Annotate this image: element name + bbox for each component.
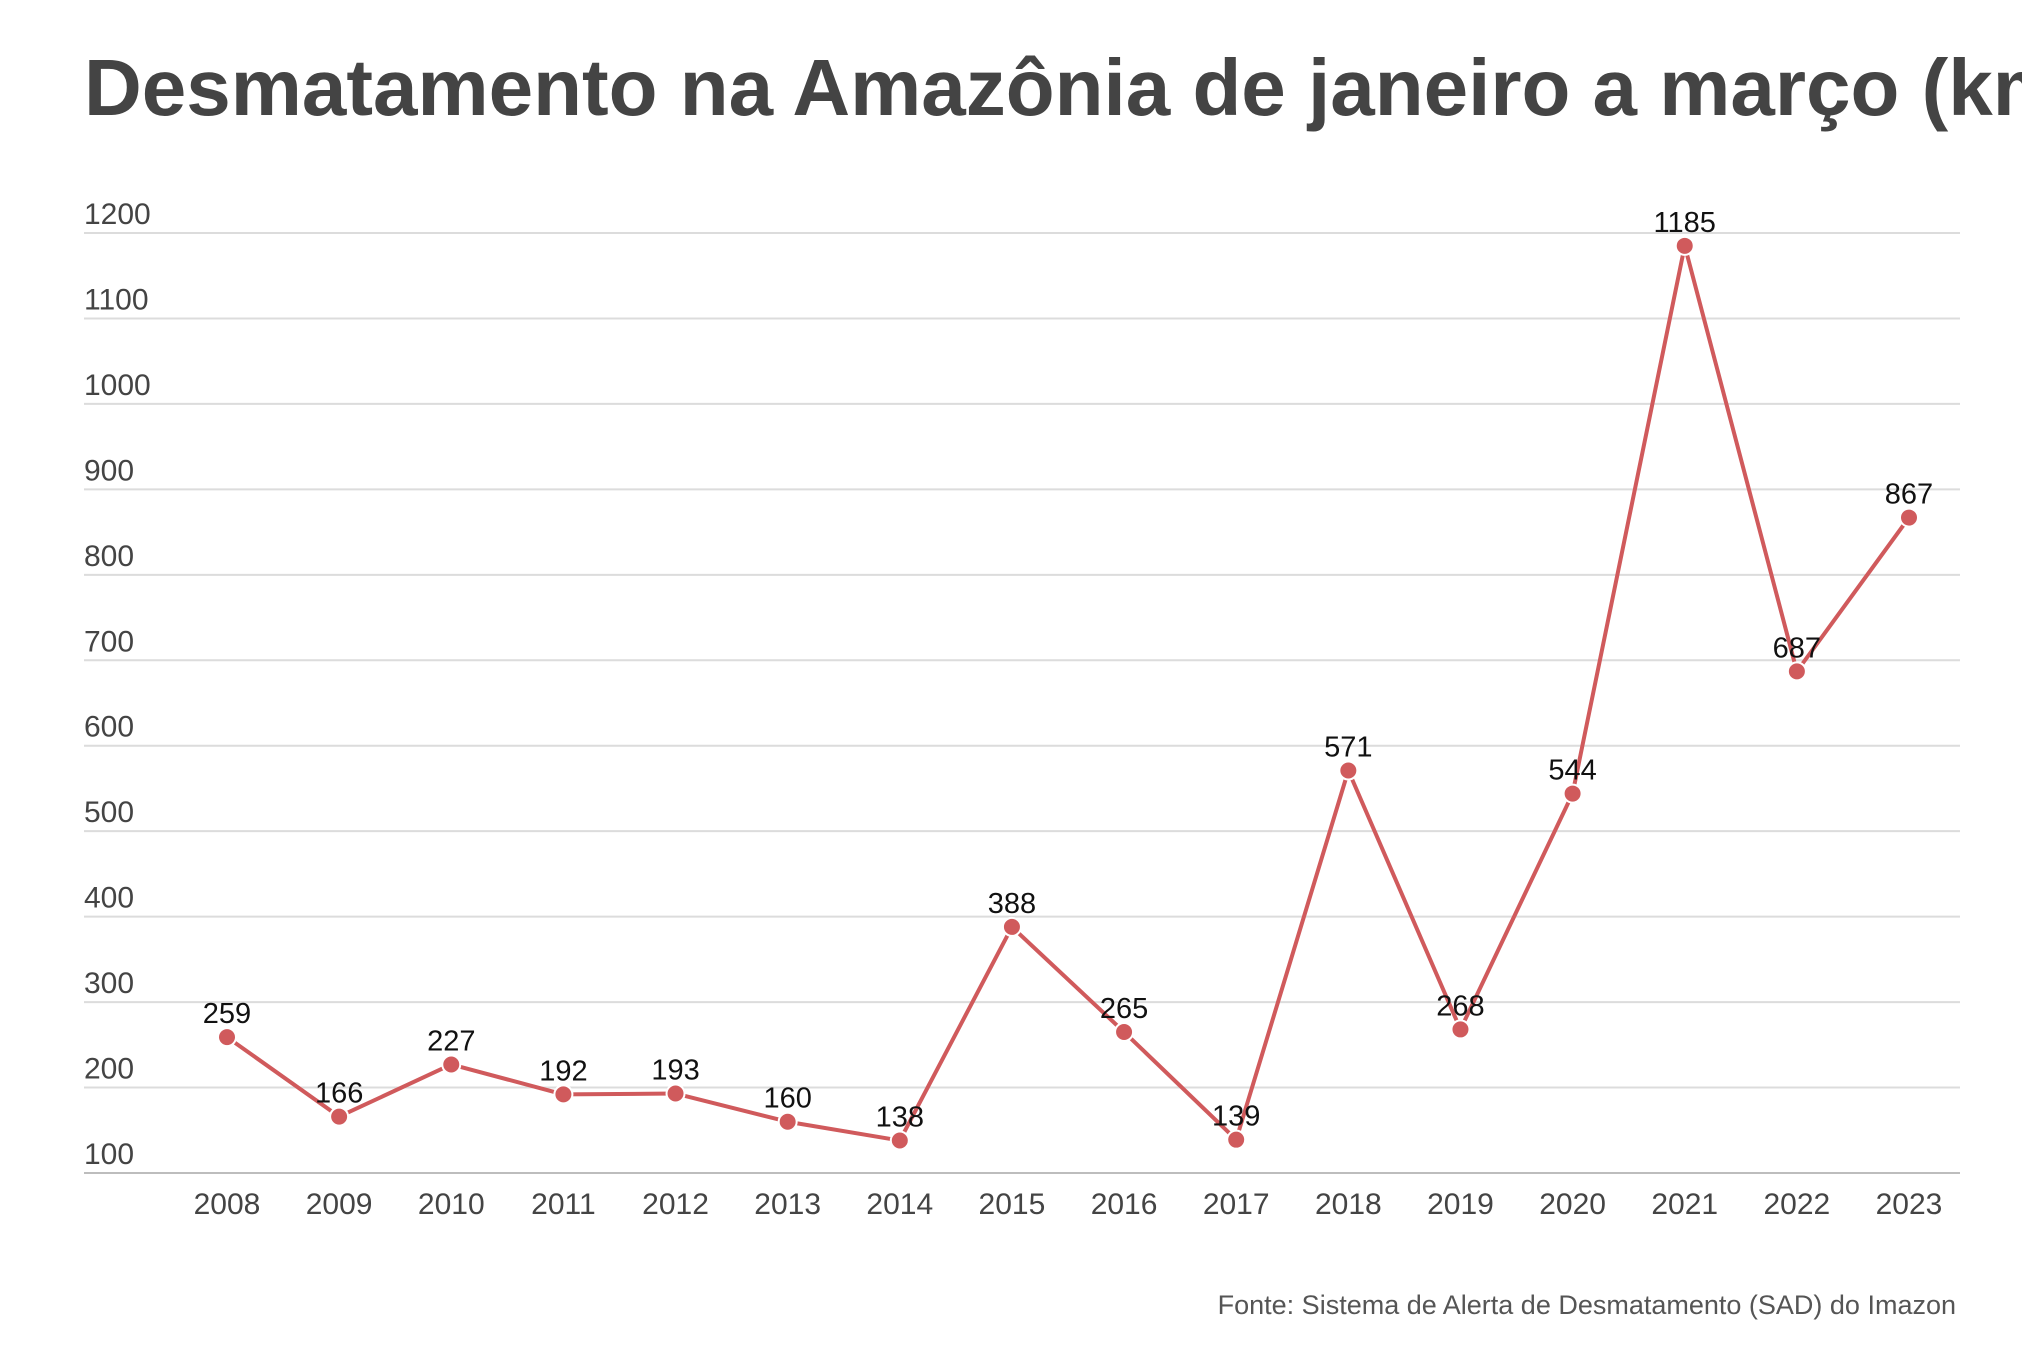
data-label: 388 — [988, 888, 1036, 920]
y-tick-label: 700 — [84, 625, 134, 658]
data-label: 544 — [1548, 755, 1596, 787]
y-tick-label: 900 — [84, 454, 134, 487]
data-point — [665, 1083, 686, 1104]
data-point — [1226, 1129, 1247, 1150]
data-label: 138 — [876, 1102, 924, 1134]
data-label: 166 — [315, 1078, 363, 1110]
x-tick-label: 2009 — [306, 1188, 373, 1221]
data-label: 571 — [1324, 732, 1372, 764]
data-label: 268 — [1436, 990, 1484, 1022]
data-point — [1899, 507, 1919, 528]
data-point — [1562, 783, 1583, 804]
y-tick-label: 1100 — [84, 283, 149, 316]
series-polyline — [225, 243, 1911, 1143]
x-tick-label: 2019 — [1427, 1188, 1494, 1221]
chart-title: Desmatamento na Amazônia de janeiro a ma… — [84, 43, 2022, 132]
y-tick-label: 300 — [84, 967, 134, 1000]
x-tick-label: 2016 — [1091, 1188, 1158, 1221]
data-point — [1338, 760, 1359, 781]
x-tick-label: 2015 — [979, 1188, 1046, 1221]
data-point — [553, 1084, 574, 1105]
data-labels: 259 166 227 192 193 160 138 388 265 139 571 268 544 1… — [203, 207, 1933, 1134]
data-point — [1001, 916, 1022, 937]
data-label: 687 — [1773, 632, 1821, 664]
y-tick-label: 600 — [84, 711, 134, 744]
x-tick-label: 2018 — [1315, 1188, 1382, 1221]
gridlines — [84, 232, 1960, 1174]
data-point — [217, 1027, 237, 1048]
data-point — [889, 1130, 910, 1151]
data-point — [1114, 1022, 1135, 1042]
x-tick-label: 2013 — [754, 1188, 821, 1221]
x-tick-label: 2010 — [418, 1188, 485, 1221]
x-tick-label: 2022 — [1763, 1188, 1830, 1221]
y-tick-label: 800 — [84, 540, 134, 573]
data-label: 227 — [427, 1025, 475, 1057]
y-axis-ticks: 1200 1100 1000 900 800 700 600 500 400 300 200 100 — [84, 198, 151, 1171]
series-line — [225, 243, 1911, 1143]
data-label: 160 — [763, 1083, 811, 1115]
data-label: 193 — [651, 1055, 699, 1087]
data-label: 192 — [539, 1055, 587, 1087]
data-point — [1450, 1019, 1471, 1040]
source-note: Fonte: Sistema de Alerta de Desmatamento… — [1217, 1290, 1956, 1320]
data-label: 867 — [1885, 479, 1933, 511]
x-tick-label: 2012 — [642, 1188, 709, 1221]
data-points — [217, 235, 1919, 1151]
y-tick-label: 200 — [84, 1053, 134, 1086]
data-point — [1674, 235, 1695, 256]
data-label: 259 — [203, 998, 251, 1030]
x-tick-label: 2023 — [1876, 1188, 1943, 1221]
data-label: 1185 — [1654, 207, 1716, 239]
data-label: 139 — [1212, 1101, 1260, 1133]
x-tick-label: 2014 — [866, 1188, 933, 1221]
x-tick-label: 2011 — [531, 1188, 596, 1221]
data-point — [777, 1111, 798, 1132]
data-label: 265 — [1100, 993, 1148, 1025]
y-tick-label: 400 — [84, 882, 134, 915]
x-tick-label: 2008 — [194, 1188, 261, 1221]
data-point — [329, 1106, 350, 1127]
y-tick-label: 100 — [84, 1138, 134, 1171]
x-tick-label: 2020 — [1539, 1188, 1606, 1221]
y-tick-label: 1000 — [84, 369, 151, 402]
data-point — [1786, 661, 1807, 682]
y-tick-label: 1200 — [84, 198, 151, 231]
x-axis-ticks: 2008 2009 2010 2011 2012 2013 2014 2015 2016 2017… — [194, 1188, 1943, 1221]
y-tick-label: 500 — [84, 796, 134, 829]
x-tick-label: 2021 — [1651, 1188, 1718, 1221]
data-point — [441, 1054, 462, 1075]
x-tick-label: 2017 — [1203, 1188, 1270, 1221]
